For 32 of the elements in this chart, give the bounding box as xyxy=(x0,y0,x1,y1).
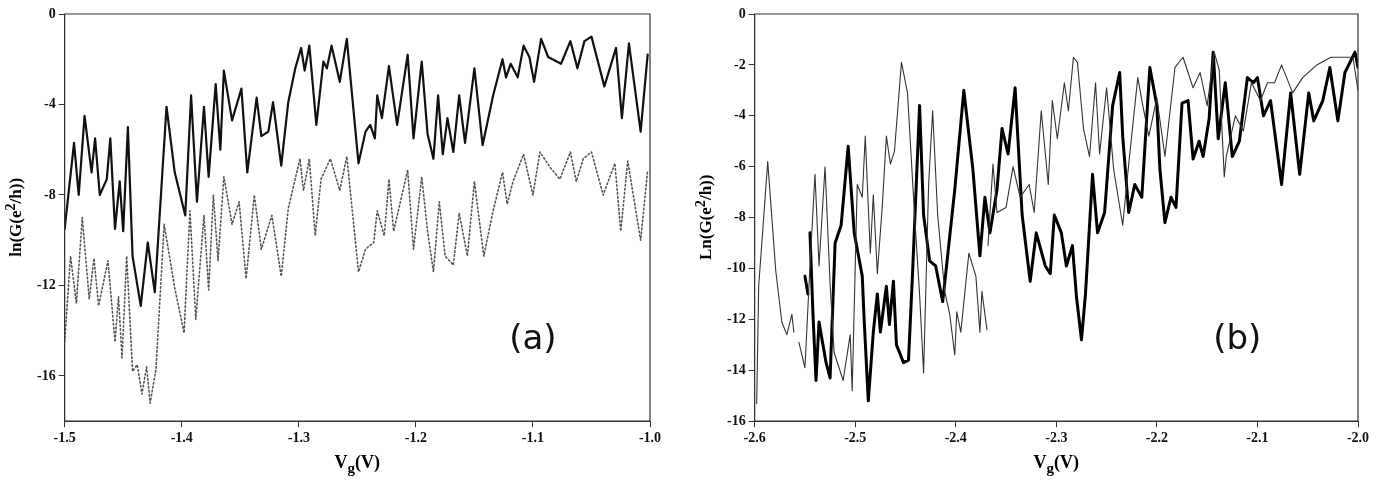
y-tick-label: 0 xyxy=(48,5,56,21)
y-tick-label: -16 xyxy=(36,367,56,383)
line-series xyxy=(64,151,649,404)
x-tick-label: -2.1 xyxy=(1246,430,1269,446)
x-tick-label: -2.6 xyxy=(743,430,766,446)
x-tick-label: -2.3 xyxy=(1045,430,1068,446)
y-tick-label: -4 xyxy=(43,96,56,112)
x-tick-label: -1.4 xyxy=(170,430,193,446)
annotation: (b) xyxy=(1213,316,1262,357)
y-tick-label: -12 xyxy=(726,311,746,327)
x-tick-label: -1.2 xyxy=(404,430,427,446)
y-tick-label: -12 xyxy=(36,277,56,293)
y-tick-label: -16 xyxy=(726,412,746,428)
y-tick-label: -2 xyxy=(733,56,746,72)
y-tick-label: -10 xyxy=(726,260,746,276)
x-axis-title: V$_{g}$(V) xyxy=(334,452,381,477)
annotation: (a) xyxy=(509,316,557,357)
x-tick-label: -2.5 xyxy=(844,430,867,446)
x-tick-label: -1.5 xyxy=(53,430,76,446)
y-tick-label: -14 xyxy=(726,361,746,377)
x-tick-label: -1.0 xyxy=(638,430,662,446)
y-tick-label: -8 xyxy=(733,209,746,225)
x-tick-label: -1.1 xyxy=(521,430,545,446)
x-tick-label: -2.2 xyxy=(1145,430,1168,446)
x-tick-label: -2.4 xyxy=(944,430,967,446)
y-tick-label: 0 xyxy=(738,5,746,21)
y-tick-label: -6 xyxy=(733,158,746,174)
y-tick-label: -4 xyxy=(733,107,746,123)
x-tick-label: -1.3 xyxy=(287,430,310,446)
x-axis-title: V$_{g}$(V) xyxy=(1033,452,1080,477)
x-tick-label: -2.0 xyxy=(1346,430,1370,446)
y-tick-label: -8 xyxy=(43,186,56,202)
